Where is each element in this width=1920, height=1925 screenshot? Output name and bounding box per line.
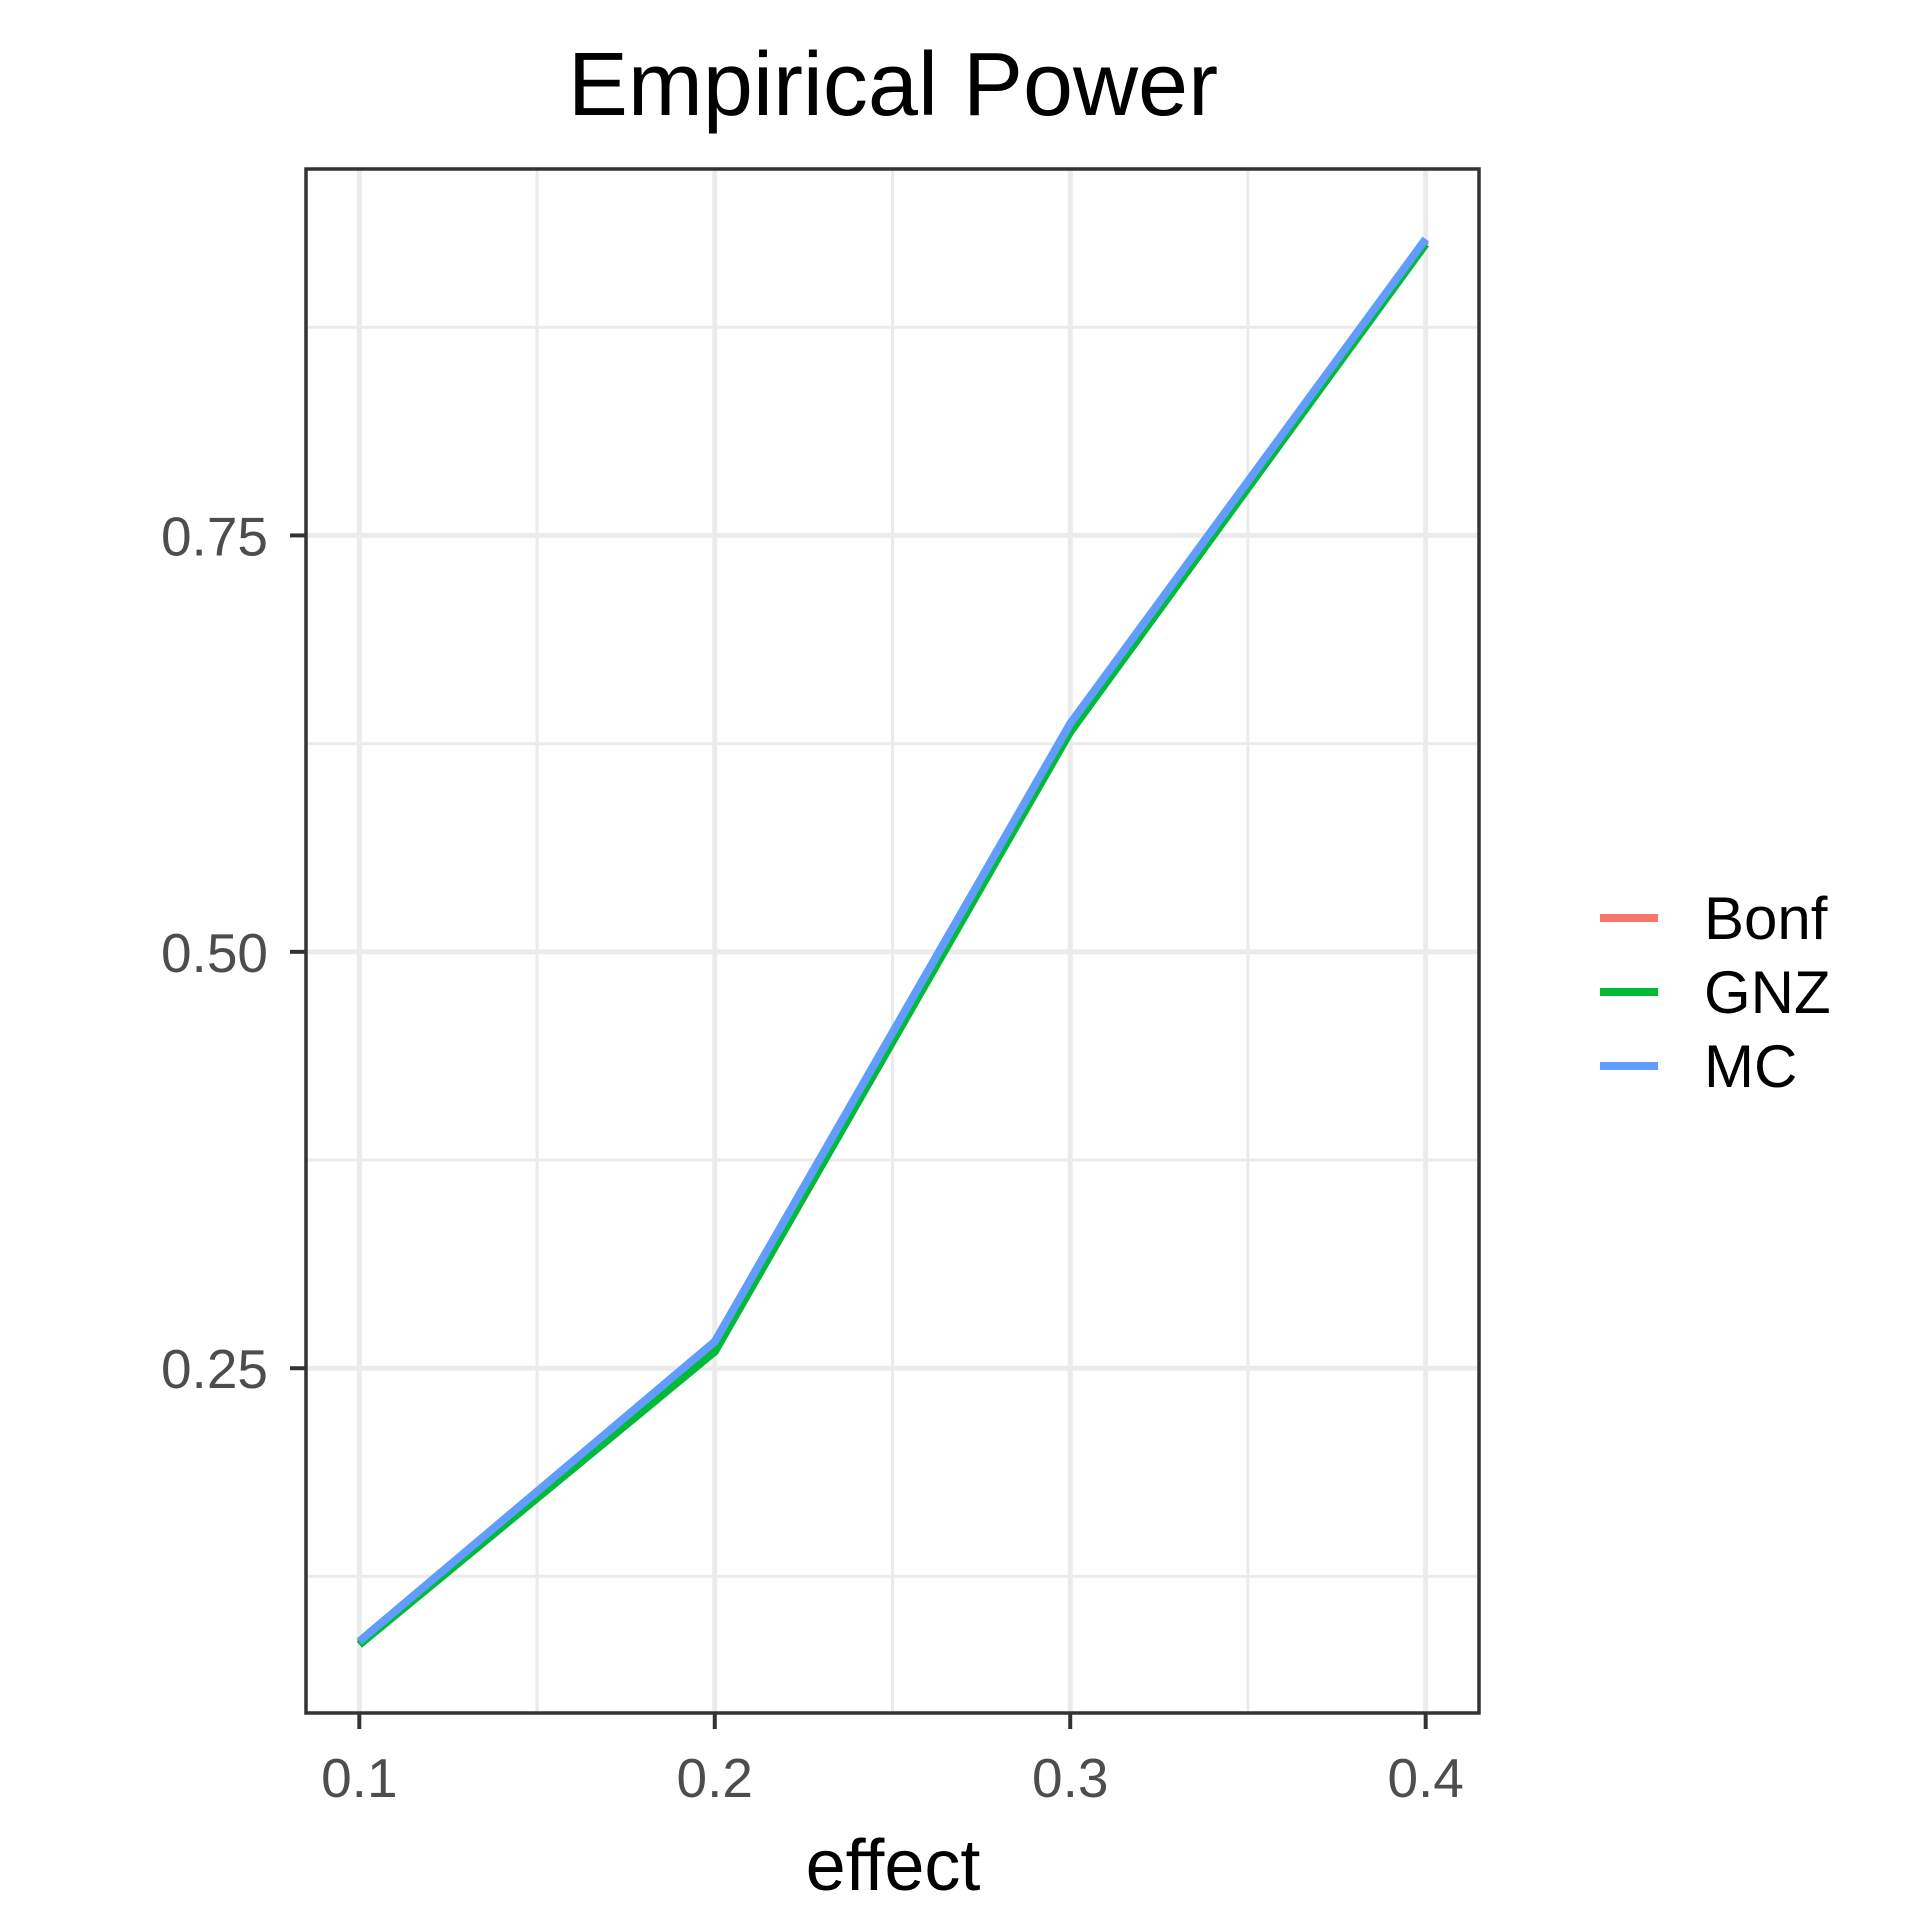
x-axis-title: effect — [806, 1826, 981, 1906]
grid-lines — [306, 169, 1479, 1713]
series-lines — [356, 236, 1429, 1648]
panel-border — [304, 167, 1481, 1715]
y-tick-label: 0.25 — [161, 1338, 268, 1400]
x-tick-label: 0.3 — [1032, 1747, 1108, 1809]
x-tick-label: 0.4 — [1387, 1747, 1463, 1809]
series-line-mc — [356, 236, 1429, 1645]
legend: Bonf GNZ MC — [1600, 885, 1831, 1100]
legend-label-bonf: Bonf — [1704, 885, 1828, 952]
y-tick-label: 0.75 — [161, 505, 268, 567]
chart-title: Empirical Power — [568, 35, 1218, 135]
legend-label-mc: MC — [1704, 1033, 1797, 1100]
legend-label-gnz: GNZ — [1704, 959, 1831, 1026]
y-tick-label: 0.50 — [161, 922, 268, 984]
x-tick-label: 0.1 — [321, 1747, 397, 1809]
axes: 0.1 0.2 0.3 0.4 0.25 0.50 0.75 — [161, 505, 1464, 1809]
x-tick-label: 0.2 — [677, 1747, 753, 1809]
